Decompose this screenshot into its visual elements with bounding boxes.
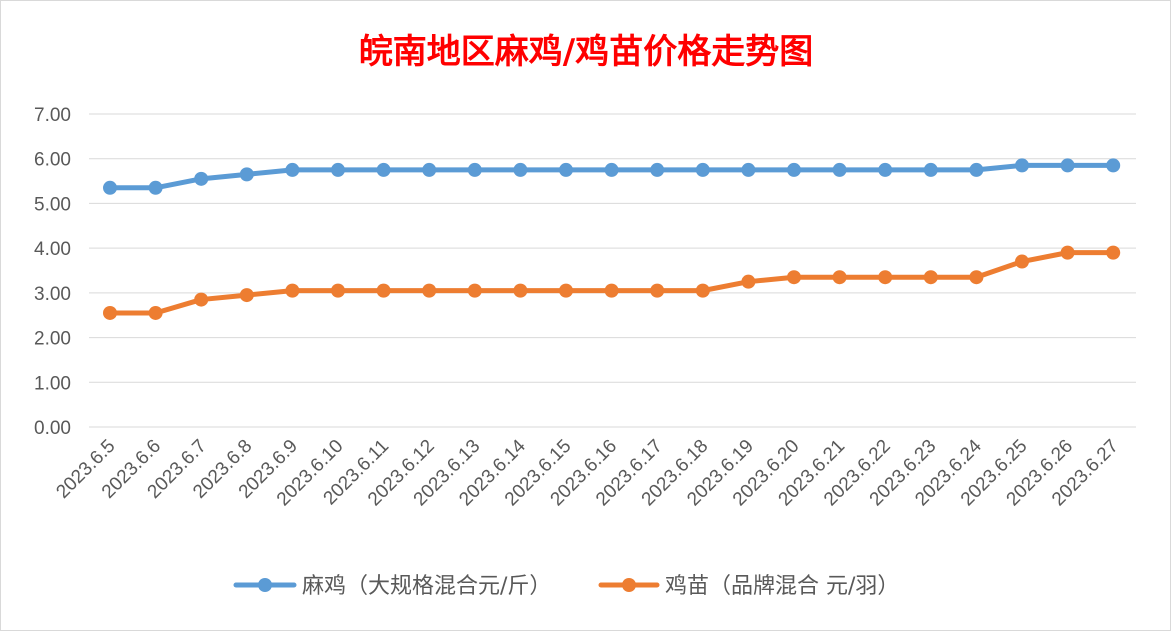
legend: 麻鸡（大规格混合元/斤） 鸡苗（品牌混合 元/羽）: [233, 574, 899, 599]
data-point: [239, 167, 254, 182]
y-tick-label: 6.00: [34, 150, 71, 171]
data-point: [194, 171, 209, 186]
data-point: [559, 283, 573, 298]
y-tick-label: 2.00: [34, 329, 71, 350]
data-point: [969, 270, 984, 285]
data-point: [650, 283, 665, 298]
data-point: [1015, 158, 1029, 173]
data-point: [1106, 245, 1121, 260]
data-point: [331, 283, 345, 298]
y-tick-label: 3.00: [34, 284, 71, 305]
data-point: [103, 180, 117, 195]
data-point: [239, 288, 254, 303]
y-tick-label: 1.00: [34, 373, 71, 394]
data-point: [832, 270, 847, 285]
data-point: [923, 270, 938, 285]
data-point: [1060, 245, 1075, 260]
data-point: [467, 283, 482, 298]
data-point: [787, 270, 801, 285]
data-point: [695, 283, 710, 298]
x-axis-ticks: 2023.6.52023.6.62023.6.72023.6.82023.6.9…: [52, 435, 1122, 510]
data-point: [695, 162, 710, 177]
legend-swatch-marker: [622, 578, 636, 592]
legend-item-1: 麻鸡（大规格混合元/斤）: [233, 574, 551, 599]
legend-label: 鸡苗（品牌混合 元/羽）: [665, 574, 899, 599]
data-point: [604, 283, 619, 298]
data-point: [787, 162, 801, 177]
data-point: [376, 162, 391, 177]
legend-item-2: 鸡苗（品牌混合 元/羽）: [598, 574, 899, 599]
data-point: [1106, 158, 1121, 173]
data-point: [422, 283, 437, 298]
y-tick-label: 7.00: [34, 105, 71, 126]
series-layer: [103, 158, 1121, 320]
y-tick-label: 4.00: [34, 239, 71, 260]
series-2: [103, 245, 1121, 320]
data-point: [1015, 254, 1029, 269]
data-point: [604, 162, 619, 177]
y-tick-label: 0.00: [34, 418, 71, 439]
data-point: [878, 162, 893, 177]
data-point: [467, 162, 482, 177]
data-point: [741, 162, 756, 177]
data-point: [285, 283, 300, 298]
data-point: [148, 180, 163, 195]
data-point: [1060, 158, 1075, 173]
legend-swatch-marker: [258, 578, 272, 592]
data-point: [923, 162, 938, 177]
data-point: [650, 162, 665, 177]
series-line: [107, 250, 1116, 316]
data-point: [969, 162, 984, 177]
data-point: [741, 274, 756, 289]
data-point: [422, 162, 437, 177]
data-point: [285, 162, 300, 177]
data-point: [103, 305, 117, 320]
data-point: [148, 305, 163, 320]
data-point: [331, 162, 345, 177]
chart-title: 皖南地区麻鸡/鸡苗价格走势图: [359, 32, 813, 72]
data-point: [376, 283, 391, 298]
data-point: [878, 270, 893, 285]
series-1: [103, 158, 1121, 195]
legend-label: 麻鸡（大规格混合元/斤）: [302, 574, 551, 599]
gridlines: [89, 113, 1136, 428]
data-point: [832, 162, 847, 177]
y-axis-ticks: 0.00 1.00 2.00 3.00 4.00 5.00 6.00 7.00: [34, 105, 71, 439]
data-point: [513, 162, 528, 177]
data-point: [559, 162, 573, 177]
data-point: [513, 283, 528, 298]
data-point: [194, 292, 209, 307]
y-tick-label: 5.00: [34, 194, 71, 215]
